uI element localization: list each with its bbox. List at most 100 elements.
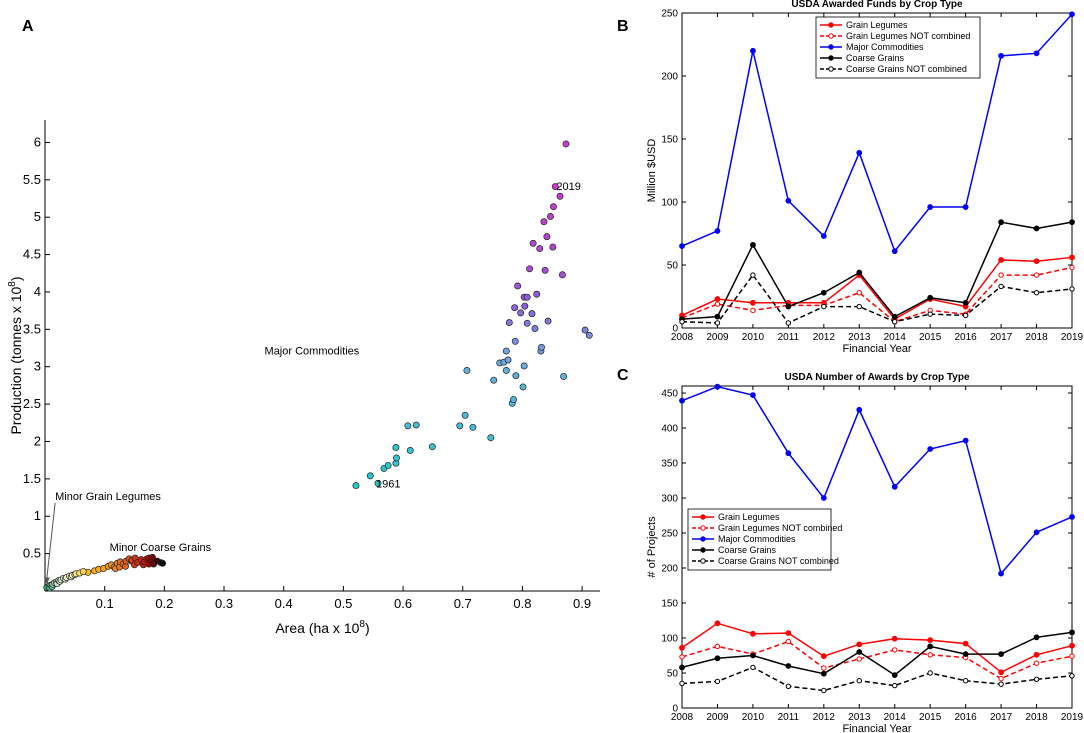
awards-data-point <box>785 638 792 645</box>
scatter-axes: 0.1 0.2 0.3 0.4 0.5 0.6 0.7 0.8 0.9 0.5 1 1.5 2 2.5 3 3… <box>23 120 600 611</box>
funds-data-point <box>750 299 756 306</box>
funds-data-point <box>785 197 792 204</box>
funds-data-point <box>998 272 1004 278</box>
awards-data-point <box>856 678 862 684</box>
funds-x-tick-label: 2016 <box>955 332 978 343</box>
major-commodity-point <box>502 347 510 355</box>
funds-data-point <box>714 301 721 307</box>
awards-data-point <box>856 406 863 413</box>
scatter-x-tick-label: 0.6 <box>394 596 412 611</box>
major-commodity-point <box>521 302 529 310</box>
awards-data-point <box>714 383 721 390</box>
annotation-2019: 2019 <box>556 181 580 193</box>
awards-data-point <box>892 647 898 653</box>
scatter-y-tick-label: 2 <box>34 433 41 448</box>
panel-label-a: A <box>22 18 34 35</box>
major-commodity-point <box>562 140 570 148</box>
scatter-x-tick-label: 0.7 <box>454 596 472 611</box>
funds-data-point <box>998 52 1004 59</box>
scatter-points: 2019 1961 Major Commodities Minor Coarse Gr… <box>43 140 593 592</box>
funds-data-point <box>714 313 721 320</box>
funds-data-point <box>679 319 685 325</box>
awards-data-point <box>820 495 827 501</box>
funds-x-tick-label: 2012 <box>813 332 836 343</box>
scatter-chart-area-vs-production: 0.1 0.2 0.3 0.4 0.5 0.6 0.7 0.8 0.9 0.5 1 1.5 2 2.5 3 3… <box>7 120 600 636</box>
scatter-y-tick-label: 1.5 <box>23 471 41 486</box>
scatter-x-tick-label: 0.4 <box>275 596 293 611</box>
awards-chart-title: USDA Number of Awards by Crop Type <box>784 372 969 383</box>
funds-data-point <box>1069 219 1075 226</box>
funds-data-point <box>962 312 969 319</box>
major-commodity-point <box>469 423 477 431</box>
major-commodity-point <box>556 192 564 200</box>
panel-label-b: B <box>617 18 629 35</box>
major-commodity-point <box>517 309 525 317</box>
major-commodity-point <box>456 422 464 430</box>
awards-data-point <box>1033 529 1040 536</box>
major-commodity-point <box>406 446 414 454</box>
minor-coarse-grain-point <box>159 559 167 567</box>
awards-data-point <box>750 630 756 637</box>
funds-data-point <box>962 204 969 210</box>
scatter-x-tick-label: 0.3 <box>215 596 233 611</box>
awards-series-line <box>681 385 1073 576</box>
funds-data-point <box>1069 254 1075 261</box>
funds-axes: 2008 2009 2010 2011 2012 2013 2014 2015 2016 2017… <box>661 9 1083 344</box>
awards-data-point <box>892 682 898 689</box>
funds-series-line <box>681 13 1073 253</box>
awards-x-tick-label: 2016 <box>955 712 978 723</box>
major-commodity-point <box>463 367 471 374</box>
funds-x-tick-label: 2019 <box>1061 332 1084 343</box>
awards-data-point <box>820 670 827 677</box>
awards-data-point <box>1033 651 1040 658</box>
major-commodity-point <box>428 443 436 451</box>
major-commodity-point <box>505 319 513 327</box>
awards-data-point <box>998 675 1004 682</box>
awards-x-tick-label: 2011 <box>778 712 800 723</box>
awards-x-tick-label: 2010 <box>742 712 765 723</box>
scatter-y-tick-label: 6 <box>34 134 41 149</box>
funds-legend-marker <box>828 33 834 39</box>
awards-data-point <box>927 637 934 643</box>
funds-x-tick-label: 2011 <box>778 332 800 343</box>
awards-data-point <box>962 640 969 647</box>
scatter-y-axis-label: Production (tonnes x 108) <box>7 276 24 434</box>
funds-series-line <box>681 256 1073 321</box>
funds-data-point <box>998 257 1004 263</box>
funds-legend-marker <box>828 55 834 61</box>
funds-x-tick-label: 2013 <box>848 332 871 343</box>
awards-x-tick-label: 2015 <box>919 712 942 723</box>
major-commodity-point <box>558 271 566 279</box>
funds-y-tick-label: 50 <box>667 261 679 272</box>
funds-legend-marker <box>828 22 834 28</box>
awards-x-tick-label: 2018 <box>1025 712 1048 723</box>
funds-data-point <box>821 303 827 310</box>
awards-data-point <box>750 392 756 399</box>
awards-data-point <box>1069 653 1075 659</box>
awards-series-line <box>681 622 1073 674</box>
awards-data-point <box>998 669 1004 676</box>
funds-data-point <box>714 320 721 326</box>
funds-x-tick-label: 2018 <box>1025 332 1048 343</box>
major-commodity-point <box>560 372 568 380</box>
major-commodity-point <box>392 444 400 451</box>
awards-y-tick-label: 200 <box>661 564 678 575</box>
minor-coarse-grain-point <box>148 553 156 561</box>
scatter-x-tick-label: 0.5 <box>334 596 352 611</box>
funds-series <box>679 11 1075 326</box>
awards-data-point <box>821 687 827 694</box>
awards-data-point <box>750 652 756 659</box>
awards-data-point <box>714 643 721 650</box>
major-commodity-point <box>393 454 400 462</box>
awards-x-tick-label: 2009 <box>706 712 729 723</box>
major-commodity-point <box>523 319 531 327</box>
funds-y-tick-label: 250 <box>661 9 678 20</box>
major-commodity-point <box>549 243 557 251</box>
funds-data-point <box>714 228 721 234</box>
awards-data-point <box>750 664 756 671</box>
awards-data-point <box>1069 642 1075 649</box>
awards-x-tick-label: 2013 <box>848 712 871 723</box>
major-commodity-point <box>536 245 544 253</box>
major-commodity-point <box>541 266 549 274</box>
